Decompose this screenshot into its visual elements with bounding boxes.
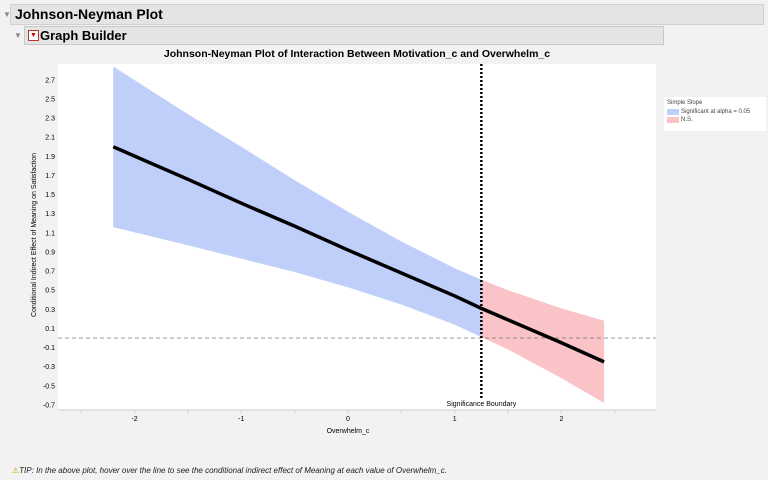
- legend-swatch: [667, 109, 679, 115]
- outline-title: Johnson-Neyman Plot: [15, 6, 163, 22]
- ns-band: [481, 279, 605, 404]
- y-tick-label: 0.3: [45, 307, 55, 314]
- legend-title: Simple Slope: [667, 100, 703, 106]
- y-tick-label: 2.3: [45, 116, 55, 123]
- outline-header-johnson-neyman[interactable]: ▼ Johnson-Neyman Plot: [3, 4, 764, 25]
- legend-swatch: [667, 117, 679, 123]
- x-axis-label: Overwhelm_c: [327, 428, 370, 435]
- y-tick-label: 2.1: [45, 135, 55, 142]
- legend: Simple Slope Significant at alpha = 0.05…: [664, 97, 766, 131]
- legend-label: N.S.: [681, 117, 693, 123]
- y-tick-label: 2.5: [45, 97, 55, 104]
- y-tick-label: 1.7: [45, 173, 55, 180]
- legend-label: Significant at alpha = 0.05: [681, 109, 751, 115]
- legend-item-ns[interactable]: N.S.: [667, 116, 766, 124]
- effect-line: [112, 145, 605, 364]
- y-tick-label: 0.1: [45, 326, 55, 333]
- disclosure-triangle-icon[interactable]: ▼: [14, 31, 22, 40]
- y-axis-label: Conditional Indirect Effect of Meaning o…: [31, 153, 38, 317]
- tip-text: TIP: In the above plot, hover over the l…: [19, 466, 447, 475]
- y-tick-label: -0.1: [43, 345, 55, 352]
- tip-message: ⚠TIP: In the above plot, hover over the …: [12, 466, 447, 475]
- y-tick-label: 0.7: [45, 269, 55, 276]
- y-tick-label: 1.1: [45, 230, 55, 237]
- y-tick-label: -0.3: [43, 364, 55, 371]
- disclosure-triangle-icon[interactable]: ▼: [3, 10, 11, 19]
- x-tick-label: 1: [453, 416, 457, 423]
- y-tick-label: 2.7: [45, 77, 55, 84]
- y-tick-label: -0.7: [43, 402, 55, 409]
- significance-boundary-label: Significance Boundary: [447, 401, 517, 408]
- y-tick-label: 1.3: [45, 211, 55, 218]
- legend-item-significant[interactable]: Significant at alpha = 0.05: [667, 108, 766, 116]
- x-tick-label: 0: [346, 416, 350, 423]
- x-tick-label: -2: [131, 416, 137, 423]
- chart-title: Johnson-Neyman Plot of Interaction Betwe…: [164, 48, 550, 60]
- x-tick-label: 2: [559, 416, 563, 423]
- outline-subtitle: Graph Builder: [40, 28, 127, 43]
- red-triangle-menu-icon[interactable]: ▼: [28, 30, 39, 41]
- outline-header-graph-builder[interactable]: ▼ ▼ Graph Builder: [14, 26, 664, 45]
- y-tick-label: 1.9: [45, 154, 55, 161]
- warning-icon: ⚠: [12, 466, 20, 475]
- y-tick-label: 0.5: [45, 288, 55, 295]
- y-tick-label: 0.9: [45, 249, 55, 256]
- x-tick-label: -1: [238, 416, 244, 423]
- y-tick-label: -0.5: [43, 383, 55, 390]
- y-tick-label: 1.5: [45, 192, 55, 199]
